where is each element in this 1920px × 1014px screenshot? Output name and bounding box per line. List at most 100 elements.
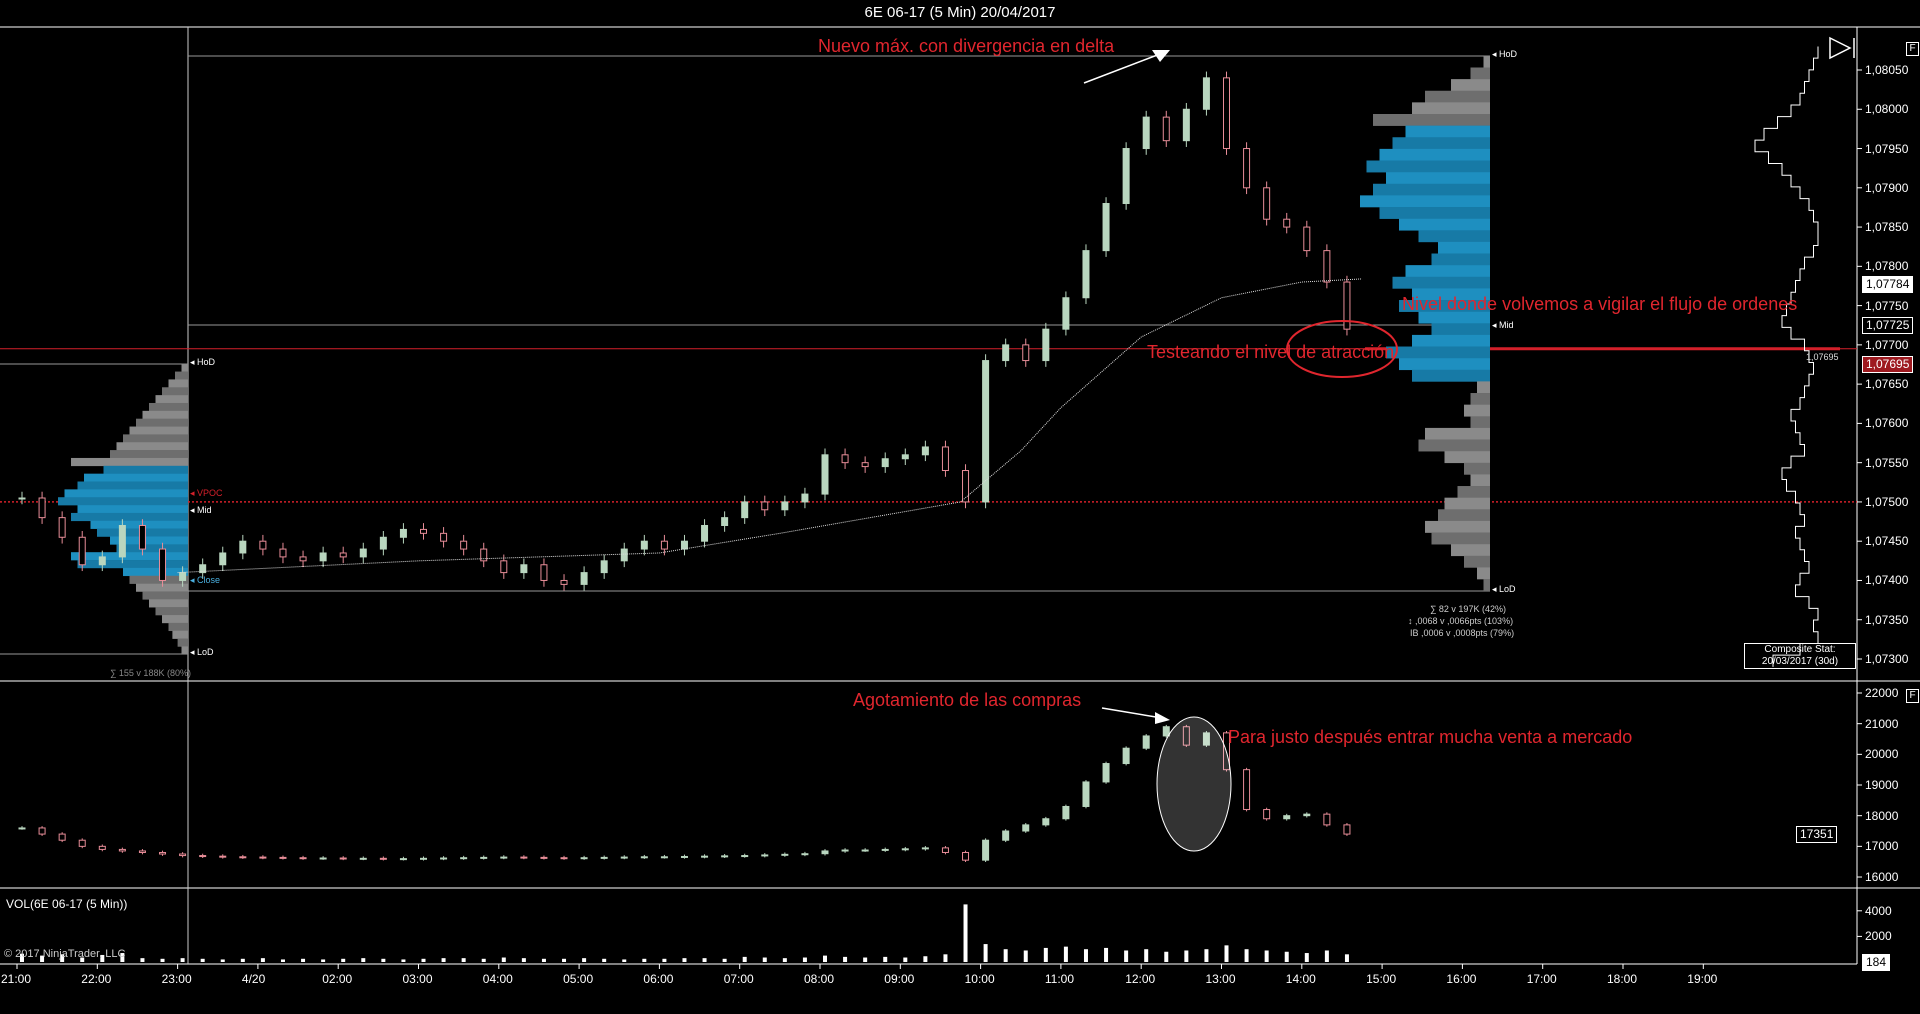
- price-candle: [1082, 250, 1090, 299]
- left-profile-bar: [64, 489, 188, 498]
- volume-bar: [541, 958, 546, 962]
- volume-marker: 184: [1862, 954, 1891, 971]
- price-candle: [1142, 116, 1150, 150]
- delta-tick-label: 18000: [1865, 808, 1899, 823]
- delta-candle: [420, 857, 427, 860]
- volume-bar: [481, 958, 486, 962]
- left-profile-bar: [77, 505, 188, 514]
- volume-bar: [903, 957, 908, 962]
- price-marker-mid: 1,07725: [1862, 317, 1914, 334]
- price-candle: [399, 528, 407, 538]
- stats-left-footer: ∑ 155 v 188K (80%): [110, 668, 191, 678]
- left-profile-bar: [162, 615, 188, 624]
- f-button-price[interactable]: F: [1906, 42, 1919, 56]
- time-tick-label: 10:00: [964, 972, 995, 986]
- volume-bar: [582, 958, 587, 962]
- right-profile-bar: [1444, 451, 1490, 464]
- price-candle: [660, 540, 668, 550]
- delta-candle: [1323, 813, 1331, 826]
- left-profile-bar: [177, 638, 188, 647]
- time-tick-label: 12:00: [1125, 972, 1156, 986]
- right-profile-bar: [1379, 148, 1490, 161]
- right-profile-bar: [1412, 334, 1490, 347]
- right-profile-bar: [1392, 137, 1490, 150]
- volume-bar: [381, 958, 386, 962]
- price-candle: [1303, 226, 1311, 252]
- annotation-watch-level: Nivel donde volvemos a vigilar el flujo …: [1402, 294, 1798, 314]
- price-tick-label: 1,07900: [1865, 180, 1909, 195]
- delta-tick-label: 19000: [1865, 778, 1899, 792]
- price-candle: [1223, 77, 1230, 150]
- price-candle: [580, 572, 588, 585]
- right-profile-bar: [1412, 102, 1490, 115]
- time-tick-label: 17:00: [1526, 972, 1557, 986]
- price-candle: [741, 501, 749, 519]
- price-candle: [58, 517, 66, 538]
- volume-bar: [1144, 949, 1149, 962]
- volume-bar: [843, 956, 848, 962]
- left-profile-bar: [71, 552, 188, 561]
- volume-bar: [100, 954, 105, 962]
- volume-bar: [883, 956, 888, 962]
- left-profile-bar: [103, 465, 188, 474]
- delta-candle: [1102, 763, 1110, 783]
- price-candle: [359, 548, 367, 558]
- volume-bar: [20, 953, 24, 962]
- price-candle: [921, 446, 929, 456]
- profile-label-lod: ◂ LoD: [1492, 584, 1516, 594]
- price-tick-label: 1,07950: [1865, 141, 1909, 156]
- price-candle: [239, 540, 247, 554]
- time-tick-label: 13:00: [1205, 972, 1236, 986]
- delta-candle: [941, 847, 949, 853]
- annotation-new-high: Nuevo máx. con divergencia en delta: [818, 36, 1115, 56]
- delta-candle: [379, 857, 387, 860]
- arrow-exhaustion: [1101, 707, 1163, 719]
- volume-bar: [762, 957, 767, 962]
- price-candle: [1343, 281, 1351, 330]
- f-button-delta[interactable]: F: [1906, 689, 1919, 703]
- delta-candle: [1122, 747, 1130, 765]
- volume-bar: [682, 958, 687, 962]
- left-profile-bar: [77, 560, 188, 569]
- price-candle: [319, 552, 327, 562]
- selling-ellipse: [1156, 716, 1232, 852]
- right-profile-bar: [1483, 55, 1490, 68]
- left-profile-bar: [181, 363, 188, 372]
- profile-label-close: ◂ Close: [190, 575, 221, 585]
- left-profile-bar: [155, 395, 188, 404]
- volume-bar: [80, 957, 85, 962]
- delta-candle: [138, 850, 146, 853]
- price-candle: [680, 540, 688, 550]
- price-candle: [1283, 218, 1291, 228]
- left-profile-bar: [162, 387, 188, 396]
- price-candle: [1323, 250, 1331, 283]
- price-candle: [219, 552, 227, 566]
- time-tick-label: 23:00: [161, 972, 192, 986]
- volume-bar: [923, 956, 928, 962]
- right-profile-bar: [1431, 532, 1490, 545]
- left-profile-bar: [142, 591, 188, 600]
- volume-bar: [321, 959, 326, 962]
- right-profile-bar: [1464, 555, 1490, 568]
- delta-candle: [118, 848, 126, 852]
- delta-candle: [520, 856, 528, 859]
- volume-bar: [1284, 951, 1289, 962]
- volume-bar: [1324, 950, 1329, 962]
- price-candle: [179, 572, 187, 581]
- right-profile-bar: [1431, 253, 1490, 266]
- time-tick-label: 05:00: [563, 972, 594, 986]
- left-profile-bar: [110, 450, 188, 459]
- price-candle: [901, 454, 909, 460]
- volume-bar: [1184, 950, 1189, 962]
- price-candle: [118, 524, 126, 558]
- delta-candle: [480, 856, 488, 859]
- volume-bar: [863, 957, 868, 962]
- delta-candle: [500, 856, 508, 859]
- right-profile-bar: [1425, 427, 1490, 440]
- stats-volume: ∑ 82 v 197K (42%): [1430, 604, 1506, 614]
- delta-candle: [1022, 824, 1030, 832]
- right-profile-bar: [1425, 520, 1490, 533]
- composite-title: Composite Stat:: [1764, 644, 1836, 655]
- time-tick-label: 14:00: [1285, 972, 1316, 986]
